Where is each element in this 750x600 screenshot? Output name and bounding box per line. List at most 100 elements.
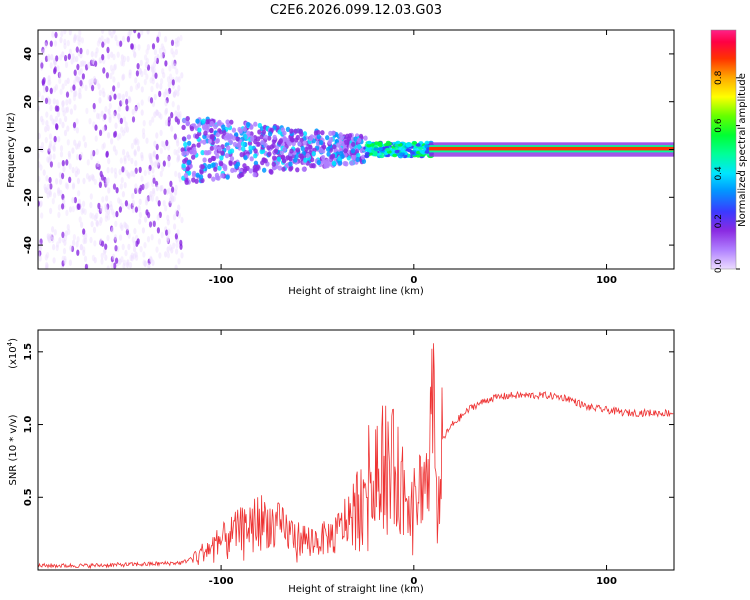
- spectrogram-cell: [107, 94, 111, 101]
- spectrogram-cell: [191, 172, 197, 178]
- spectrogram-cell: [201, 124, 207, 130]
- spectrogram-cell: [173, 148, 177, 156]
- snr-series-line: [38, 343, 674, 570]
- spectrogram-cell: [99, 129, 103, 136]
- spectrogram-cell: [49, 62, 53, 69]
- spectrogram-cell: [174, 264, 178, 269]
- spectrogram-cell: [181, 136, 187, 142]
- spectrogram-cell: [101, 143, 105, 151]
- spectrogram-cell: [176, 40, 180, 47]
- spectrogram-cell: [92, 226, 97, 234]
- spectrogram-cell: [80, 151, 84, 159]
- spectrogram-cell: [48, 153, 53, 161]
- spectrogram-cell: [89, 201, 93, 209]
- spectrogram-cell: [104, 243, 108, 250]
- spectrogram-cell: [65, 159, 69, 166]
- spectrogram-cell: [41, 49, 46, 56]
- spectrogram-cell: [130, 43, 134, 50]
- spectrogram-cell: [63, 258, 67, 265]
- spectrogram-cell: [134, 251, 138, 258]
- spectrogram-cell: [61, 100, 65, 107]
- spectrogram-cell: [415, 154, 421, 158]
- spectrogram-cell: [77, 140, 82, 147]
- spectrogram-cell: [149, 77, 153, 84]
- spectrogram-cell: [47, 53, 51, 61]
- spectrogram-cell: [130, 142, 134, 150]
- spectrogram-cell: [113, 93, 117, 100]
- spectrogram-cell: [170, 247, 174, 254]
- spectrogram-cell: [131, 108, 135, 116]
- spectrogram-panel: -100 0 100 -40 -20 0 20 40 Height of straight l…: [6, 29, 675, 297]
- spectrogram-cell: [145, 196, 149, 203]
- spectrogram-cell: [113, 167, 117, 175]
- spectrogram-cell: [136, 102, 141, 109]
- spectrogram-cell: [61, 121, 65, 129]
- spectrogram-cell: [56, 241, 60, 248]
- spectrogram-cell: [90, 149, 94, 157]
- spectrogram-cell: [364, 154, 370, 159]
- spectrogram-cell: [146, 236, 151, 243]
- spectrogram-cell: [172, 195, 176, 202]
- spectrogram-cell: [141, 227, 145, 234]
- spectrogram-cell: [128, 30, 133, 36]
- spectrogram-cell: [181, 163, 186, 169]
- spectrogram-cell: [166, 76, 171, 83]
- spectrogram-cell: [79, 80, 83, 87]
- spectrogram-cell: [123, 155, 127, 162]
- spectrogram-cell: [120, 54, 124, 61]
- spectrogram-cell: [133, 51, 137, 59]
- spectrogram-cell: [144, 199, 149, 206]
- spectrogram-cell: [133, 43, 137, 51]
- spectrogram-cell: [186, 170, 192, 176]
- spectrogram-cell: [139, 246, 143, 253]
- spectrogram-cell: [180, 252, 184, 259]
- spectrogram-cell: [142, 120, 146, 127]
- spectrogram-cell: [80, 221, 84, 228]
- spectrogram-cell: [48, 98, 52, 105]
- spectrogram-cell: [301, 166, 307, 172]
- spectrogram-cell: [83, 141, 88, 149]
- spectrogram-cell: [116, 51, 120, 58]
- spectrogram-cell: [93, 78, 97, 85]
- spectrogram-cell: [167, 228, 171, 235]
- spectrogram-cell: [177, 146, 181, 154]
- spectrogram-cell: [377, 143, 383, 148]
- snr-ticks: -100 0 100 0.5 1.0 1.5: [23, 330, 674, 587]
- spectrogram-cell: [358, 133, 364, 139]
- spectrogram-cell: [298, 129, 303, 135]
- spectrogram-cell: [157, 200, 161, 207]
- spectrogram-cell: [51, 236, 55, 244]
- spectrogram-cell: [238, 172, 243, 178]
- spectrogram-cell: [252, 172, 257, 178]
- spectrogram-cell: [95, 148, 99, 155]
- spectrogram-cell: [278, 138, 283, 144]
- spectrogram-cell: [166, 214, 170, 221]
- spectrogram-cell: [151, 78, 155, 85]
- spectrogram-cell: [72, 234, 76, 241]
- spectrogram-cell: [149, 190, 153, 198]
- spectrogram-cell: [134, 167, 138, 174]
- spectrogram-cell: [387, 142, 393, 146]
- spectrogram-cell: [219, 155, 224, 161]
- spectrogram-cell: [59, 88, 63, 95]
- spectrogram-cell: [162, 141, 166, 148]
- spectrogram-cell: [164, 36, 168, 43]
- spectrogram-cell: [221, 124, 226, 130]
- spectrogram-cell: [260, 139, 265, 145]
- spectrogram-cell: [44, 265, 49, 269]
- spectrogram-cell: [121, 93, 125, 101]
- spectrogram-cell: [177, 155, 181, 162]
- spectrogram-cell: [46, 124, 50, 132]
- spectrogram-cell: [41, 46, 45, 54]
- spectrogram-cell: [80, 208, 84, 215]
- spectrogram-cell: [282, 136, 288, 142]
- snr-ylabel: SNR (10 * v/v): [8, 414, 19, 485]
- spectrogram-cell: [67, 150, 71, 158]
- spectrogram-cell: [217, 146, 222, 152]
- spectrogram-cell: [191, 154, 196, 160]
- spectrogram-cell: [151, 167, 155, 174]
- spectrogram-cell: [155, 196, 159, 203]
- spectrogram-cell: [357, 137, 362, 143]
- spectrogram-cell: [54, 31, 58, 39]
- spectrogram-cell: [171, 59, 175, 67]
